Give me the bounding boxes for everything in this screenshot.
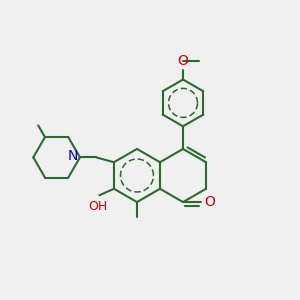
Text: OH: OH: [88, 200, 107, 213]
Text: O: O: [178, 54, 188, 68]
Text: O: O: [204, 195, 215, 209]
Text: N: N: [67, 149, 78, 163]
